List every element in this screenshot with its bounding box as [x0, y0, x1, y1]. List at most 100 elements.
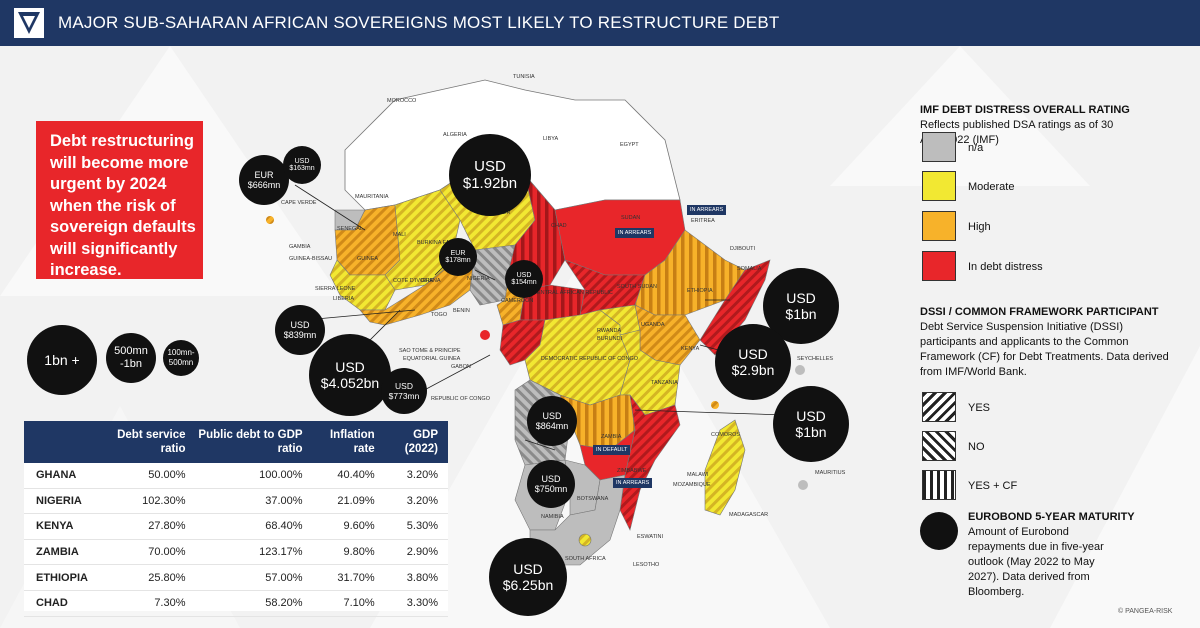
eurobond-bubble: USD $864mn — [527, 396, 577, 446]
table-cell: 31.70% — [312, 564, 385, 591]
country-label-seychelles: SEYCHELLES — [797, 356, 834, 362]
bubble-currency: USD — [474, 158, 506, 175]
bubble-amount: $1.92bn — [462, 175, 518, 192]
logo-icon — [14, 8, 44, 38]
table-row: GHANA 50.00% 100.00% 40.40% 3.20% — [24, 463, 448, 489]
madagascar-region — [704, 419, 746, 516]
country-label-tanzania: TANZANIA — [651, 380, 678, 386]
bubble-currency: USD — [395, 381, 413, 391]
country-label-egypt: EGYPT — [620, 142, 639, 148]
lesotho-region — [578, 533, 592, 547]
eurobond-bubble: USD $163mn — [283, 146, 321, 184]
table-cell: GHANA — [24, 463, 104, 489]
pattern-yes — [922, 392, 956, 422]
country-label-morocco: MOROCCO — [387, 98, 417, 104]
swatch-high — [922, 211, 956, 241]
table-cell: 9.80% — [312, 539, 385, 566]
country-label-benin: BENIN — [453, 308, 470, 314]
eurobond-bubble: USD $2.9bn — [715, 324, 791, 400]
copyright: © PANGEA-RISK — [1118, 608, 1173, 615]
table-header-cell: Inflation rate — [312, 421, 385, 463]
country-label-eswatini: ESWATINI — [637, 534, 663, 540]
legend-heading: DSSI / COMMON FRAMEWORK PARTICIPANT — [920, 306, 1159, 318]
country-label-botswana: BOTSWANA — [577, 496, 609, 502]
country-label-gabon: GABON — [451, 364, 471, 370]
country-label-ethiopia: ETHIOPIA — [687, 288, 713, 294]
table-row: CHAD 7.30% 58.20% 7.10% 3.30% — [24, 590, 448, 617]
legend-heading: IMF DEBT DISTRESS OVERALL RATING — [920, 104, 1130, 116]
size-legend-small: 100mn-500mn — [163, 340, 199, 376]
callout-box: Debt restructuring will become more urge… — [36, 121, 203, 279]
table-cell: 7.30% — [104, 590, 196, 617]
country-label-rwanda: RWANDA — [597, 328, 622, 334]
country-label-uganda: UGANDA — [641, 322, 665, 328]
country-label-djibouti: DJIBOUTI — [730, 246, 756, 252]
swatch-label: Moderate — [968, 181, 1015, 193]
bubble-currency: USD — [516, 272, 532, 279]
bubble-currency: EUR — [254, 170, 274, 180]
country-label-guinea: GUINEA — [357, 256, 379, 262]
table-cell: 50.00% — [104, 463, 196, 489]
country-label-libya: LIBYA — [543, 136, 559, 142]
country-label-burkina: BURKINA FASO — [417, 240, 458, 246]
bubble-amount: $2.9bn — [731, 362, 775, 378]
eurobond-bubble: USD $750mn — [527, 460, 575, 508]
bubble-amount: $154mn — [511, 279, 537, 286]
table-cell: 3.80% — [384, 564, 448, 591]
country-label-cape-verde: CAPE VERDE — [281, 200, 317, 206]
bubble-amount: $1bn — [785, 306, 817, 322]
country-label-chad: CHAD — [551, 223, 567, 229]
table-header-cell: GDP (2022) — [384, 421, 448, 463]
africa-map: TUNISIA MOROCCO ALGERIA LIBYA EGYPT MAUR… — [225, 60, 885, 620]
swatch-moderate — [922, 171, 956, 201]
bubble-amount: $178mn — [445, 257, 471, 264]
table-cell: 70.00% — [104, 539, 196, 566]
eurobond-bubble: USD $4.052bn — [309, 334, 391, 416]
table-row: KENYA 27.80% 68.40% 9.60% 5.30% — [24, 513, 448, 540]
table-cell: 57.00% — [195, 564, 313, 591]
bubble-currency: USD — [290, 320, 310, 330]
pattern-label: NO — [968, 441, 985, 453]
country-label-tunisia: TUNISIA — [513, 74, 535, 80]
country-label-gambia: GAMBIA — [289, 244, 311, 250]
bubble-currency: USD — [542, 411, 562, 421]
dssi-legend-title: DSSI / COMMON FRAMEWORK PARTICIPANT — [920, 306, 1180, 318]
table-cell: CHAD — [24, 590, 104, 617]
bubble-amount: $163mn — [289, 165, 315, 172]
country-label-lesotho: LESOTHO — [633, 562, 660, 568]
mauritius-region — [798, 480, 808, 490]
table-cell: 100.00% — [195, 463, 313, 489]
country-label-namibia: NAMIBIA — [541, 514, 564, 520]
in-default-tag: IN DEFAULT — [593, 445, 631, 455]
africa-map-svg — [266, 79, 808, 566]
eurobond-bubble: USD $6.25bn — [489, 538, 567, 616]
country-label-south-sudan: SOUTH SUDAN — [617, 284, 658, 290]
swatch-label: n/a — [968, 142, 984, 154]
swatch-label: High — [968, 221, 991, 233]
country-label-guinea-bissau: GUINEA-BISSAU — [289, 256, 333, 262]
table-cell: KENYA — [24, 513, 104, 540]
country-label-madagascar: MADAGASCAR — [729, 512, 769, 518]
table-cell: 37.00% — [195, 488, 313, 515]
bubble-amount: $4.052bn — [320, 375, 380, 391]
table-cell: 9.60% — [312, 513, 385, 540]
country-label-liberia: LIBERIA — [333, 296, 355, 302]
table-cell: 102.30% — [104, 488, 196, 515]
eurobond-bubble: EUR $666mn — [239, 155, 289, 205]
pattern-no — [922, 431, 956, 461]
table-row: NIGERIA 102.30% 37.00% 21.09% 3.20% — [24, 488, 448, 515]
country-label-drc: DEMOCRATIC REPUBLIC OF CONGO — [541, 356, 639, 362]
table-cell: 58.20% — [195, 590, 313, 617]
country-label-zimbabwe: ZIMBABWE — [617, 468, 647, 474]
table-cell: 68.40% — [195, 513, 313, 540]
table-header-cell: Public debt to GDP ratio — [195, 421, 313, 463]
country-label-eq-guinea: EQUATORIAL GUINEA — [403, 356, 461, 362]
cape-verde-region — [266, 216, 274, 224]
country-label-senegal: SENEGAL — [337, 226, 363, 232]
country-label-zambia: ZAMBIA — [601, 434, 622, 440]
country-label-algeria: ALGERIA — [443, 132, 467, 138]
comoros-region — [711, 401, 719, 409]
bubble-currency: USD — [786, 290, 816, 306]
table-cell: 27.80% — [104, 513, 196, 540]
size-legend-medium: 500mn -1bn — [106, 333, 156, 383]
